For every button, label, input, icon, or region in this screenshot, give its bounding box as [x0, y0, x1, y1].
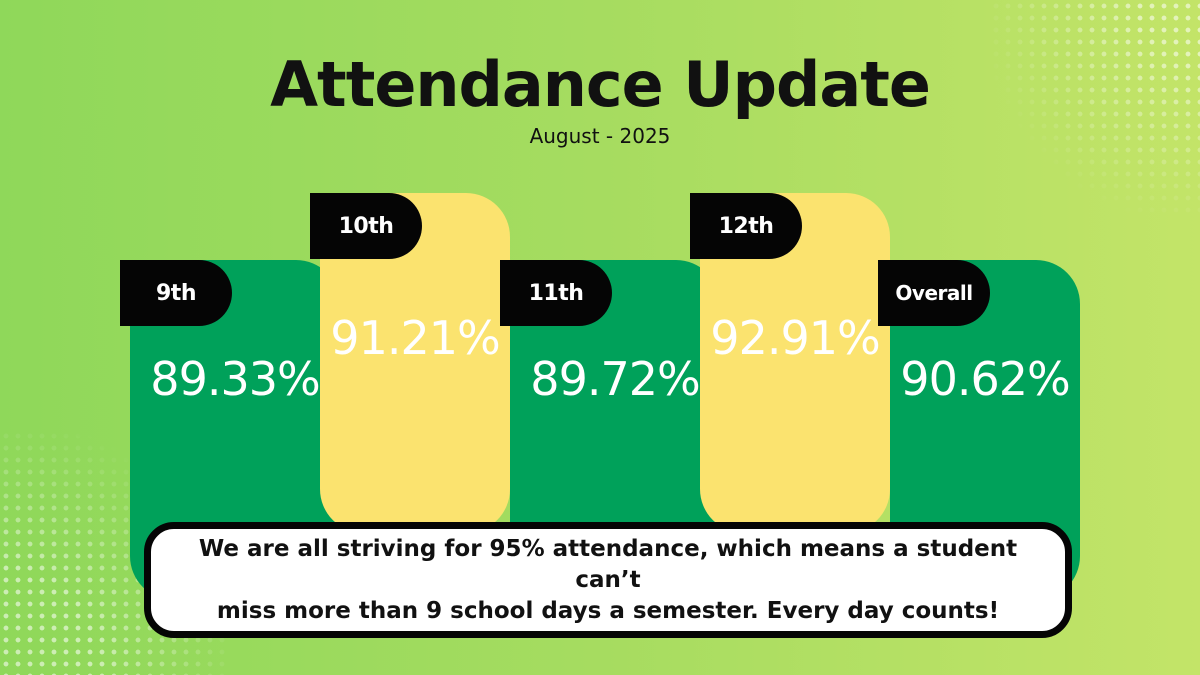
- page-title: Attendance Update: [270, 48, 931, 121]
- grade-percentage-11th: 89.72%: [530, 352, 700, 406]
- grade-label-overall: Overall: [878, 260, 990, 326]
- decorative-dot-pattern-top-right: [990, 0, 1200, 215]
- message-line-1: We are all striving for 95% attendance, …: [198, 535, 1018, 593]
- grade-label-9th: 9th: [120, 260, 232, 326]
- attendance-goal-message: We are all striving for 95% attendance, …: [144, 522, 1072, 638]
- grade-label-11th: 11th: [500, 260, 612, 326]
- grade-percentage-9th: 89.33%: [150, 352, 320, 406]
- grade-label-12th: 12th: [690, 193, 802, 259]
- grade-percentage-12th: 92.91%: [710, 311, 880, 365]
- grade-percentage-10th: 91.21%: [330, 311, 500, 365]
- grade-label-10th: 10th: [310, 193, 422, 259]
- grade-percentage-overall: 90.62%: [900, 352, 1070, 406]
- page-subtitle: August - 2025: [529, 124, 671, 148]
- message-line-2: miss more than 9 school days a semester.…: [216, 597, 1000, 624]
